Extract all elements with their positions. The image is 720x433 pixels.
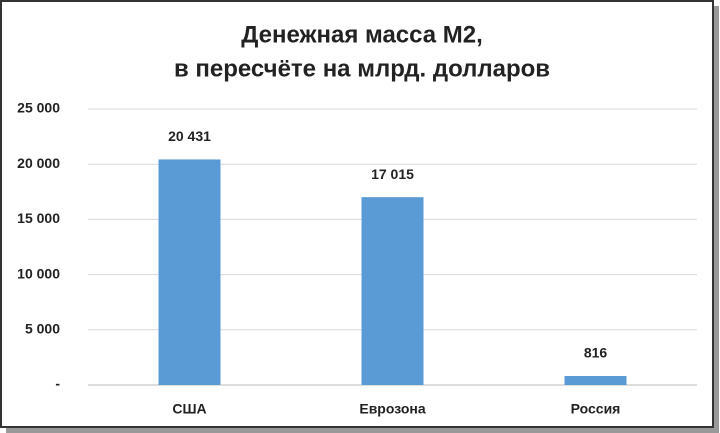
y-tick-label: 25 000 [17, 100, 60, 116]
x-tick-label: Россия [571, 401, 621, 417]
value-label: 20 431 [168, 128, 211, 144]
y-tick-label: 10 000 [17, 265, 60, 281]
chart-title: в пересчёте на млрд. долларов [174, 55, 550, 82]
x-tick-label: США [172, 401, 206, 417]
x-tick-label: Еврозона [359, 401, 425, 417]
shadow [6, 428, 719, 433]
y-tick-label: 20 000 [17, 155, 60, 171]
value-label: 816 [584, 345, 608, 361]
y-tick-label: 5 000 [25, 321, 60, 337]
y-tick-label: 15 000 [17, 210, 60, 226]
chart-title: Денежная масса М2, [241, 21, 483, 48]
value-label: 17 015 [371, 166, 414, 182]
bar [158, 159, 221, 385]
shadow [714, 6, 719, 432]
y-tick-label: - [55, 376, 60, 392]
bar [564, 375, 627, 385]
bar [361, 197, 424, 385]
